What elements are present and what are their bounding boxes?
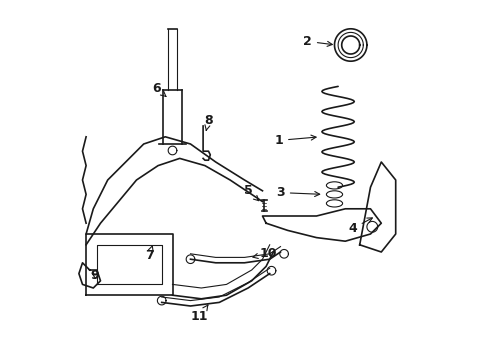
Text: 5: 5 <box>243 184 258 201</box>
Text: 3: 3 <box>276 186 319 199</box>
Text: 1: 1 <box>274 134 315 147</box>
Text: 2: 2 <box>303 35 332 48</box>
Text: 6: 6 <box>152 82 165 96</box>
Text: 7: 7 <box>144 246 153 262</box>
Text: 11: 11 <box>190 305 208 323</box>
Text: 10: 10 <box>252 247 276 260</box>
Text: 8: 8 <box>204 114 212 130</box>
Text: 9: 9 <box>91 269 99 282</box>
Text: 4: 4 <box>347 218 371 235</box>
